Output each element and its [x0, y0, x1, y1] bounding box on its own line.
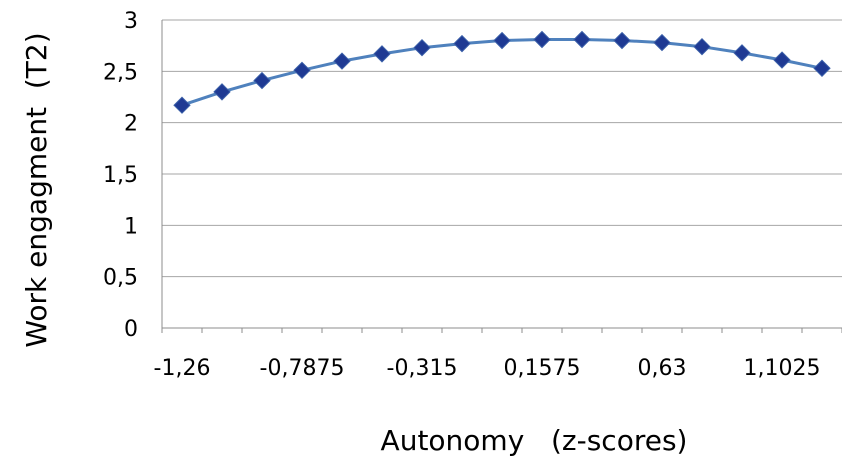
y-tick-label: 1: [124, 214, 138, 239]
x-tick-label: 0,1575: [504, 356, 581, 381]
x-axis-ticks: -1,26 -0,7875 -0,315 0,1575 0,63 1,1025: [154, 356, 821, 381]
y-tick-label: 2,5: [103, 60, 138, 85]
x-tick-label: -0,7875: [260, 356, 345, 381]
data-point-marker: [293, 61, 311, 80]
y-tick-label: 0,5: [103, 266, 138, 291]
data-point-marker: [733, 44, 751, 62]
y-tick-label: 0: [124, 317, 138, 342]
y-tick-label: 1,5: [103, 163, 138, 188]
y-tick-label: 3: [124, 9, 138, 34]
series-group: [173, 30, 831, 114]
data-point-marker: [693, 37, 711, 56]
y-tick-label: 2: [124, 112, 138, 137]
data-point-marker: [773, 51, 791, 69]
data-point-marker: [253, 71, 271, 90]
data-point-marker: [613, 31, 631, 50]
y-axis-title: Work engagment (T2): [20, 32, 53, 347]
data-point-marker: [493, 31, 511, 50]
data-point-marker: [173, 96, 191, 114]
data-point-marker: [813, 59, 831, 77]
data-point-marker: [533, 30, 551, 49]
gridlines: [161, 19, 842, 333]
x-tick-label: 0,63: [638, 356, 687, 381]
series-line: [181, 38, 823, 107]
y-axis-ticks: 0 0,5 1 1,5 2 2,5 3: [103, 9, 138, 342]
x-tick-label: 1,1025: [744, 356, 821, 381]
x-tick-label: -1,26: [154, 356, 211, 381]
data-point-marker: [413, 39, 431, 57]
data-point-marker: [573, 30, 591, 49]
data-point-marker: [373, 45, 391, 63]
x-axis-title: Autonomy (z-scores): [381, 424, 688, 457]
data-point-marker: [653, 33, 671, 52]
data-point-marker: [453, 34, 471, 53]
data-point-marker: [333, 52, 351, 70]
data-point-marker: [213, 83, 231, 101]
x-tick-label: -0,315: [387, 356, 458, 381]
